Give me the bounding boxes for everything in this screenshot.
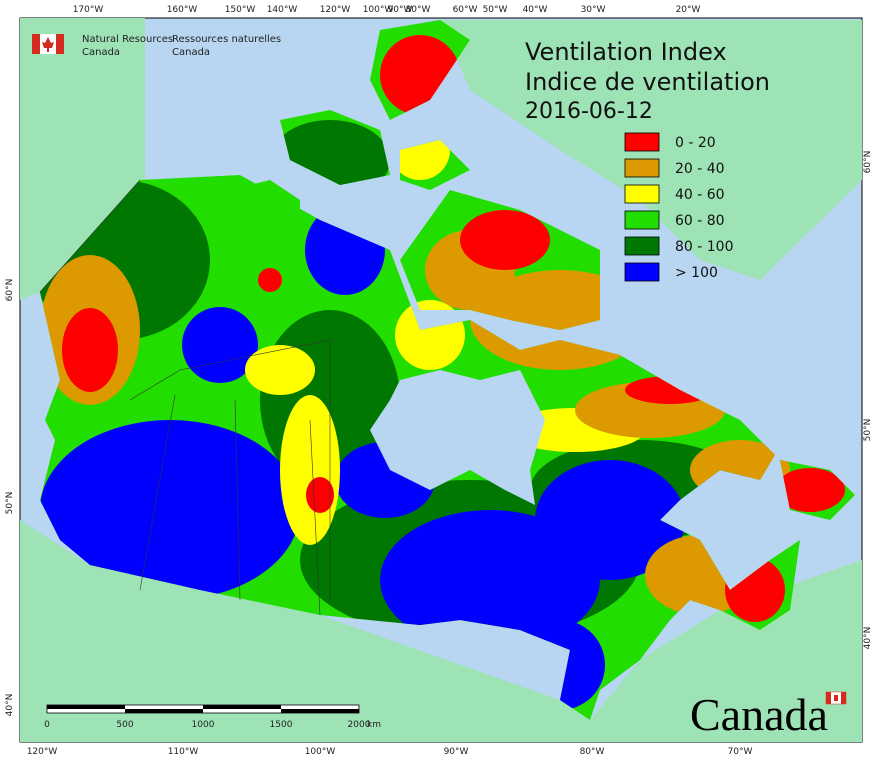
legend-swatch (624, 184, 660, 204)
zone (258, 268, 282, 292)
legend-label: 60 - 80 (675, 213, 725, 229)
latitude-label: 40°N (863, 627, 873, 650)
longitude-label: 170°W (73, 5, 104, 15)
alaska (20, 18, 145, 300)
scale-unit: km (367, 720, 381, 730)
longitude-label: 90°W (388, 5, 413, 15)
zone (182, 307, 258, 383)
legend-label: 0 - 20 (675, 135, 716, 151)
provincial-borders (39, 179, 331, 616)
wordmark: Canada (690, 689, 847, 740)
legend: 0 - 20 20 - 40 40 - 60 60 - 80 80 - 100 > 100 (624, 132, 734, 282)
scale-segment (47, 705, 125, 709)
scale-bar: km 0 500 1000 1500 2000 (44, 704, 381, 730)
scale-label: 500 (116, 720, 133, 730)
longitude-label: 120°W (320, 5, 351, 15)
map-title: Ventilation Index (525, 38, 727, 66)
longitude-label: 20°W (676, 5, 701, 15)
united-states (20, 520, 862, 742)
map-date: 2016-06-12 (525, 99, 653, 124)
scale-label: 1000 (192, 720, 215, 730)
longitude-label: 70°W (728, 747, 753, 757)
flag-bar (826, 692, 831, 704)
longitude-label: 90°W (444, 747, 469, 757)
agency-name: Natural Resources (82, 34, 173, 45)
longitude-label: 100°W (363, 5, 394, 15)
zone (535, 460, 685, 580)
flag-bar (841, 692, 846, 704)
agency-name: Ressources naturelles (172, 34, 281, 45)
longitude-label: 150°W (225, 5, 256, 15)
latitude-label: 50°N (863, 419, 873, 442)
hudson-bay (370, 370, 545, 505)
legend-swatch (624, 132, 660, 152)
longitude-label: 50°W (483, 5, 508, 15)
agency-name: Canada (172, 47, 210, 58)
legend-label: 80 - 100 (675, 239, 734, 255)
flag-bar (32, 34, 40, 54)
longitude-label: 80°W (406, 5, 431, 15)
scale-label: 0 (44, 720, 50, 730)
legend-label: 40 - 60 (675, 187, 725, 203)
legend-swatch (624, 210, 660, 230)
longitude-label: 30°W (581, 5, 606, 15)
scale-label: 1500 (270, 720, 293, 730)
scale-segment (281, 709, 359, 713)
zone (62, 308, 118, 392)
legend-swatch (624, 158, 660, 178)
maple-leaf (42, 37, 54, 52)
longitude-label: 100°W (305, 747, 336, 757)
maple-leaf (834, 695, 838, 701)
zone (280, 395, 340, 545)
longitude-label: 140°W (267, 5, 298, 15)
longitude-label: 40°W (523, 5, 548, 15)
legend-label: > 100 (675, 265, 718, 281)
latitude-label: 60°N (863, 151, 873, 174)
legend-swatch (624, 236, 660, 256)
longitude-label: 160°W (167, 5, 198, 15)
map-title: Indice de ventilation (525, 68, 770, 96)
latitude-label: 50°N (5, 492, 15, 515)
zone (775, 468, 845, 512)
latitude-label: 40°N (5, 694, 15, 717)
latitude-label: 60°N (5, 279, 15, 302)
legend-swatch (624, 262, 660, 282)
canada-wordmark: Canada (690, 689, 828, 740)
longitude-label: 60°W (453, 5, 478, 15)
zone (40, 420, 300, 600)
nrcan-signature: Natural Resources Canada Ressources natu… (32, 34, 281, 58)
longitude-label: 80°W (580, 747, 605, 757)
agency-name: Canada (82, 47, 120, 58)
scale-segment (203, 705, 281, 709)
graticule-labels: 170°W 160°W 150°W 140°W 120°W 100°W90°W80°W 60… (5, 5, 873, 757)
flag-bar (56, 34, 64, 54)
zone (245, 345, 315, 395)
legend-label: 20 - 40 (675, 161, 725, 177)
zone (460, 210, 550, 270)
scale-segment (125, 709, 203, 713)
longitude-label: 110°W (168, 747, 199, 757)
zone (306, 477, 334, 513)
longitude-label: 120°W (27, 747, 58, 757)
scale-label: 2000 (348, 720, 371, 730)
